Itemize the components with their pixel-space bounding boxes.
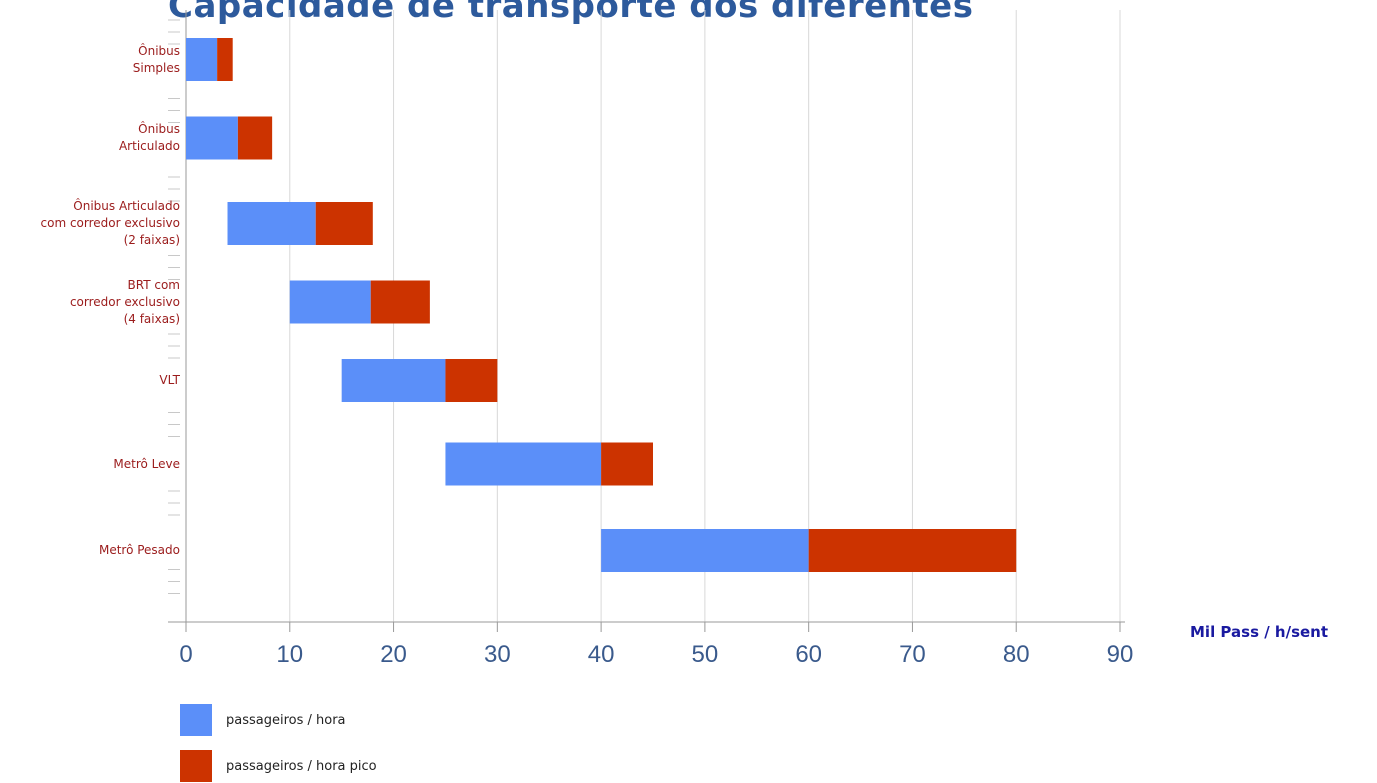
bar-passageiros-hora-pico: [445, 359, 498, 402]
legend-swatch: [180, 750, 212, 782]
x-tick-label: 30: [484, 641, 511, 668]
bar-passageiros-hora: [445, 442, 602, 486]
legend-item: passageiros / hora: [180, 704, 346, 736]
bar-passageiros-hora-pico: [808, 529, 1017, 572]
x-tick-label: 60: [795, 641, 822, 668]
x-tick-label: 70: [899, 641, 926, 668]
bar-passageiros-hora: [341, 359, 446, 402]
bar-passageiros-hora: [186, 116, 238, 160]
category-label: VLT: [159, 373, 180, 387]
bar-passageiros-hora: [227, 202, 316, 245]
bar-passageiros-hora: [186, 38, 218, 81]
legend-label: passageiros / hora: [226, 712, 346, 728]
bar-passageiros-hora-pico: [237, 116, 273, 160]
x-tick-label: 50: [692, 641, 719, 668]
bar-passageiros-hora-pico: [217, 38, 233, 81]
bar-passageiros-hora: [601, 529, 809, 572]
category-label: Ônibus Articulado: [118, 122, 180, 153]
bar-passageiros-hora-pico: [601, 442, 653, 486]
x-tick-label: 80: [1003, 641, 1030, 668]
x-tick-label: 20: [380, 641, 407, 668]
bar-passageiros-hora-pico: [370, 280, 430, 324]
legend-label: passageiros / hora pico: [226, 758, 377, 774]
category-label: Metrô Pesado: [98, 543, 180, 557]
x-tick-label: 90: [1107, 641, 1134, 668]
category-label: Metrô Leve: [113, 456, 180, 471]
category-label: Ônibus Simples: [132, 43, 180, 75]
legend-item: passageiros / hora pico: [180, 750, 377, 782]
unit-label: Mil Pass / h/sent: [1190, 623, 1329, 641]
category-label: BRT com corredor exclusivo (4 faixas): [69, 277, 180, 326]
x-tick-label: 10: [276, 641, 303, 668]
x-tick-label: 40: [588, 641, 615, 668]
chart-title: Capacidade de transporte dos diferentes: [168, 0, 974, 26]
bar-passageiros-hora-pico: [315, 202, 373, 245]
legend-swatch: [180, 704, 212, 736]
x-tick-label: 0: [179, 641, 192, 668]
bar-passageiros-hora: [289, 280, 371, 324]
category-label: Ônibus Articulado com corredor exclusivo…: [40, 199, 181, 247]
